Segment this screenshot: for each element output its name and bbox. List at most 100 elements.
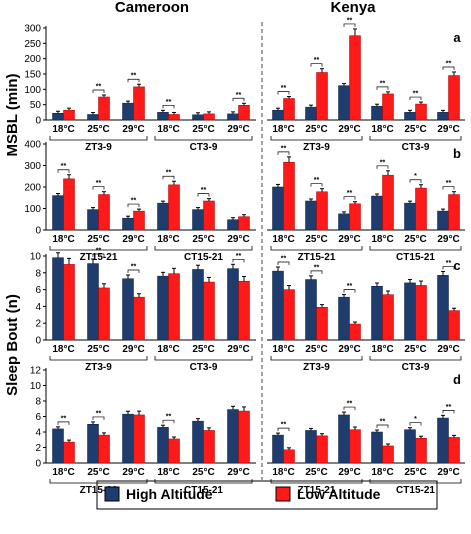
bar-high-altitude bbox=[371, 105, 383, 121]
group-bracket bbox=[154, 246, 253, 251]
x-tick-label: 25°C bbox=[305, 234, 327, 245]
significance-marker: ** bbox=[281, 255, 287, 262]
significance-bracket bbox=[442, 66, 455, 70]
bar-low-altitude bbox=[133, 86, 145, 121]
x-tick-label: 25°C bbox=[192, 467, 214, 478]
bar-high-altitude bbox=[338, 414, 350, 464]
x-tick-label: 25°C bbox=[305, 124, 327, 135]
bar-low-altitude bbox=[238, 280, 250, 341]
y-tick-label: 0 bbox=[35, 226, 41, 237]
significance-bracket bbox=[310, 270, 323, 274]
significance-bracket bbox=[232, 97, 245, 102]
bar-high-altitude bbox=[305, 200, 317, 231]
panel-letter: d bbox=[453, 372, 461, 387]
x-tick-label: 29°C bbox=[122, 467, 144, 478]
bar-low-altitude bbox=[283, 449, 295, 464]
significance-bracket bbox=[376, 86, 389, 90]
x-tick-label: 29°C bbox=[122, 124, 144, 135]
group-bracket bbox=[369, 136, 462, 141]
bar-high-altitude bbox=[87, 263, 99, 341]
bar-high-altitude bbox=[338, 213, 350, 231]
bar-low-altitude bbox=[203, 200, 215, 231]
significance-bracket bbox=[127, 269, 140, 274]
bar-low-altitude bbox=[63, 109, 75, 121]
significance-bracket bbox=[232, 258, 245, 263]
significance-bracket bbox=[127, 78, 140, 83]
y-tick-label: 50 bbox=[30, 100, 42, 111]
significance-bracket bbox=[92, 186, 105, 190]
x-tick-label: 29°C bbox=[437, 124, 459, 135]
y-tick-label: 4 bbox=[35, 428, 41, 439]
x-tick-label: 18°C bbox=[52, 467, 74, 478]
group-bracket bbox=[369, 246, 462, 251]
significance-marker: * bbox=[414, 416, 417, 423]
significance-marker: * bbox=[414, 173, 417, 180]
x-tick-label: 25°C bbox=[305, 467, 327, 478]
bar-low-altitude bbox=[448, 75, 460, 121]
significance-marker: ** bbox=[281, 85, 287, 92]
y-tick-label: 100 bbox=[24, 204, 41, 215]
bar-high-altitude bbox=[338, 85, 350, 121]
significance-marker: ** bbox=[96, 84, 102, 91]
x-tick-label: 18°C bbox=[157, 124, 179, 135]
y-tick-label: 6 bbox=[35, 285, 41, 296]
group-label: CT15-21 bbox=[184, 485, 223, 496]
y-axis-label-sleep-bout: Sleep Bout (n) bbox=[4, 294, 21, 396]
group-label: ZT15-21 bbox=[80, 252, 118, 263]
bar-high-altitude bbox=[227, 113, 239, 121]
bar-low-altitude bbox=[133, 210, 145, 231]
y-tick-label: 250 bbox=[24, 39, 41, 50]
x-tick-label: 29°C bbox=[227, 467, 249, 478]
significance-marker: ** bbox=[446, 260, 452, 267]
x-tick-label: 25°C bbox=[404, 344, 426, 355]
bar-low-altitude bbox=[316, 191, 328, 231]
x-tick-label: 18°C bbox=[371, 234, 393, 245]
x-tick-label: 29°C bbox=[122, 234, 144, 245]
group-label: CT15-21 bbox=[184, 252, 223, 263]
bar-high-altitude bbox=[305, 430, 317, 464]
x-tick-label: 25°C bbox=[87, 234, 109, 245]
significance-bracket bbox=[57, 421, 70, 425]
bar-low-altitude bbox=[203, 281, 215, 341]
significance-bracket bbox=[162, 419, 175, 424]
bar-low-altitude bbox=[382, 93, 394, 121]
x-tick-label: 29°C bbox=[437, 234, 459, 245]
bar-high-altitude bbox=[192, 420, 204, 464]
y-tick-label: 10 bbox=[30, 252, 42, 263]
significance-bracket bbox=[162, 175, 175, 180]
significance-marker: ** bbox=[380, 419, 386, 426]
significance-marker: ** bbox=[446, 404, 452, 411]
bar-low-altitude bbox=[98, 96, 110, 121]
group-label: ZT3-9 bbox=[85, 142, 112, 153]
significance-marker: ** bbox=[281, 145, 287, 152]
x-tick-label: 18°C bbox=[157, 344, 179, 355]
significance-marker: ** bbox=[201, 187, 207, 194]
significance-bracket bbox=[409, 179, 422, 183]
significance-bracket bbox=[343, 23, 356, 27]
bar-low-altitude bbox=[415, 285, 427, 341]
bar-low-altitude bbox=[63, 178, 75, 231]
bar-high-altitude bbox=[404, 282, 416, 341]
group-label: ZT3-9 bbox=[303, 362, 330, 373]
panel-letter: b bbox=[453, 146, 461, 161]
bar-high-altitude bbox=[371, 195, 383, 231]
bar-low-altitude bbox=[382, 294, 394, 341]
significance-marker: ** bbox=[446, 60, 452, 67]
bar-low-altitude bbox=[283, 98, 295, 121]
y-tick-label: 6 bbox=[35, 412, 41, 423]
bar-high-altitude bbox=[87, 114, 99, 121]
group-label: ZT15-21 bbox=[80, 485, 118, 496]
bar-low-altitude bbox=[168, 114, 180, 121]
bar-high-altitude bbox=[157, 275, 169, 341]
group-label: ZT3-9 bbox=[85, 362, 112, 373]
bar-low-altitude bbox=[63, 441, 75, 464]
y-tick-label: 150 bbox=[24, 70, 41, 81]
region-title-kenya: Kenya bbox=[330, 0, 376, 16]
group-bracket bbox=[154, 356, 253, 361]
panel-letter: c bbox=[453, 258, 460, 273]
bar-low-altitude bbox=[382, 445, 394, 464]
x-tick-label: 18°C bbox=[371, 344, 393, 355]
x-tick-label: 29°C bbox=[122, 344, 144, 355]
bar-high-altitude bbox=[227, 219, 239, 231]
